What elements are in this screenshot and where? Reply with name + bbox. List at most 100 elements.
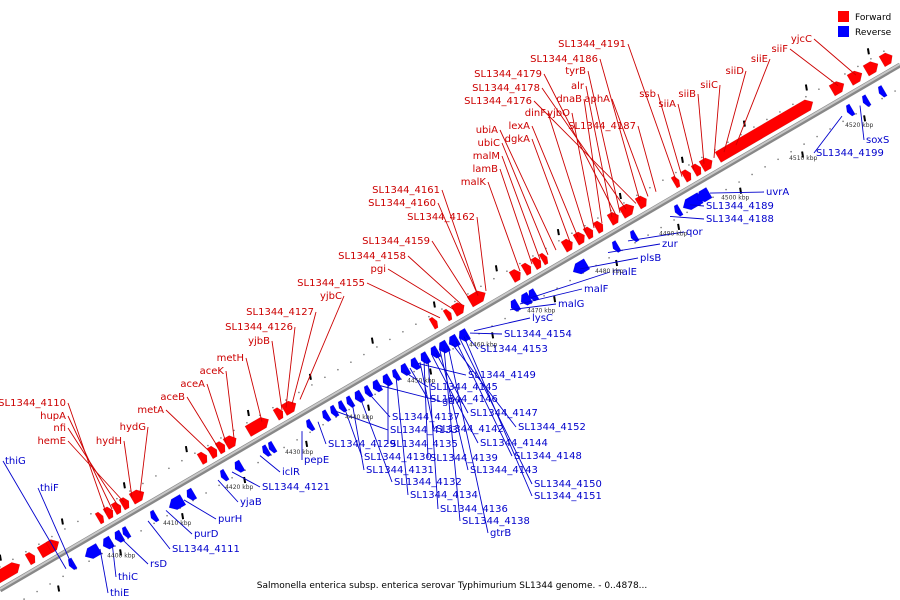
leader-line bbox=[599, 58, 641, 202]
forward-gene bbox=[428, 316, 439, 330]
legend-reverse-swatch bbox=[838, 26, 849, 37]
leader-line bbox=[165, 510, 193, 535]
track-dot bbox=[166, 514, 168, 517]
leader-line bbox=[689, 204, 705, 207]
track-dot bbox=[389, 338, 391, 341]
track-dot bbox=[753, 126, 755, 128]
kbp-label: 4440 kbp bbox=[345, 414, 373, 421]
leader-line bbox=[669, 215, 705, 220]
gene-label: SL1344_4143 bbox=[470, 465, 538, 476]
track-dot bbox=[634, 241, 636, 244]
track-tick bbox=[0, 554, 2, 561]
kbp-label: 4490 kbp bbox=[659, 231, 687, 238]
leader-line bbox=[395, 376, 409, 496]
leader-line bbox=[697, 93, 705, 164]
reverse-gene bbox=[219, 468, 230, 482]
track-dot bbox=[413, 370, 415, 373]
leader-line bbox=[217, 479, 239, 503]
leader-line bbox=[387, 268, 455, 311]
leader-line bbox=[407, 255, 463, 306]
gene-label: siiA bbox=[658, 99, 676, 110]
reverse-gene bbox=[267, 440, 278, 454]
gene-label: SL1344_4189 bbox=[706, 201, 774, 212]
reverse-gene bbox=[510, 298, 522, 312]
track-dot bbox=[283, 446, 285, 449]
gene-label: SL1344_4154 bbox=[504, 329, 572, 340]
track-dot bbox=[309, 431, 311, 434]
leader-line bbox=[139, 426, 149, 493]
gene-label: SL1344_4162 bbox=[407, 212, 475, 223]
leader-line bbox=[299, 295, 345, 400]
kbp-label: 4480 kbp bbox=[595, 268, 623, 275]
track-dot bbox=[558, 240, 560, 242]
reverse-gene bbox=[149, 509, 160, 523]
reverse-gene bbox=[391, 368, 402, 382]
reverse-gene bbox=[673, 203, 684, 217]
gene-label: ubiC bbox=[478, 138, 500, 149]
gene-label: metA bbox=[137, 405, 164, 416]
legend: Forward Reverse bbox=[838, 11, 892, 38]
leader-line bbox=[499, 129, 557, 251]
gene-label: SL1344_4188 bbox=[706, 214, 774, 225]
track-dot bbox=[205, 492, 207, 494]
gene-label: SL1344_4151 bbox=[534, 491, 602, 502]
track-dot bbox=[675, 171, 677, 174]
gene-label: SL1344_4150 bbox=[534, 479, 602, 490]
leader-line bbox=[463, 336, 533, 497]
leader-line bbox=[359, 397, 393, 483]
track-dot bbox=[779, 111, 781, 113]
track-dot bbox=[88, 560, 90, 562]
track-dot bbox=[701, 156, 703, 159]
gene-label: yjaB bbox=[240, 497, 262, 508]
track-dot bbox=[712, 196, 714, 198]
track-dot bbox=[857, 65, 859, 68]
gene-label: ssb bbox=[639, 89, 656, 100]
track-dot bbox=[766, 118, 768, 121]
gene-label: SL1344_4159 bbox=[362, 236, 430, 247]
track-tick bbox=[57, 585, 61, 592]
forward-gene bbox=[862, 61, 879, 77]
gene-label: qor bbox=[686, 227, 703, 238]
forward-gene bbox=[680, 169, 692, 183]
track-dot bbox=[790, 150, 792, 153]
gene-label: thiG bbox=[5, 456, 26, 467]
reverse-gene bbox=[354, 389, 366, 403]
reverse-gene bbox=[861, 94, 872, 108]
forward-gene bbox=[450, 302, 465, 317]
leader-line bbox=[519, 288, 583, 305]
track-dot bbox=[647, 234, 649, 236]
leader-line bbox=[271, 340, 283, 411]
track-dot bbox=[792, 103, 794, 106]
gene-label: malE bbox=[612, 267, 637, 278]
leader-line bbox=[291, 311, 317, 405]
track-tick bbox=[60, 518, 64, 525]
track-dot bbox=[636, 194, 638, 197]
track-dot bbox=[155, 475, 157, 477]
gene-label: gtrA bbox=[442, 396, 463, 407]
gene-label: siiB bbox=[678, 89, 696, 100]
track-dot bbox=[881, 97, 883, 100]
kbp-label: 4410 kbp bbox=[163, 520, 191, 527]
reverse-gene bbox=[84, 543, 103, 560]
gene-label: hydH bbox=[96, 436, 122, 447]
leader-line bbox=[473, 317, 531, 332]
gene-label: thiE bbox=[110, 588, 129, 599]
leader-line bbox=[111, 541, 117, 578]
track-tick bbox=[615, 259, 619, 267]
kbp-label: 4450 kbp bbox=[407, 378, 435, 385]
gene-label: SL1344_4142 bbox=[436, 424, 504, 435]
gene-label: SL1344_4161 bbox=[372, 185, 440, 196]
track-dot bbox=[114, 545, 116, 547]
kbp-label: 4430 kbp bbox=[285, 449, 313, 456]
gene-label: pepE bbox=[304, 455, 329, 466]
gene-label: SL1344_4133 bbox=[390, 425, 458, 436]
track-tick bbox=[863, 115, 867, 122]
leader-line bbox=[343, 406, 363, 458]
track-tick bbox=[866, 48, 870, 55]
track-tick bbox=[432, 301, 436, 308]
gene-label: nfi bbox=[53, 423, 66, 434]
leader-line bbox=[351, 401, 365, 471]
track-dot bbox=[597, 217, 599, 219]
gene-label: SL1344_4152 bbox=[518, 422, 586, 433]
leader-line bbox=[455, 341, 513, 457]
